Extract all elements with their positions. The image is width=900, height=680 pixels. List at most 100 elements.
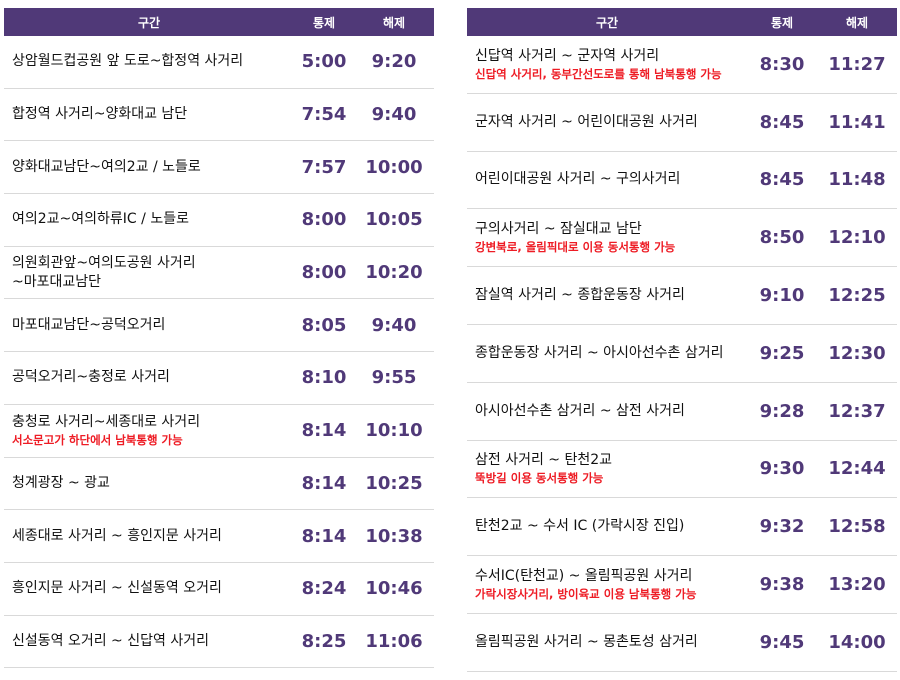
control-time: 8:30 [759, 53, 805, 75]
control-time: 9:38 [759, 574, 805, 596]
release-time: 12:37 [828, 400, 886, 422]
control-time: 9:30 [759, 458, 805, 480]
schedule-table-right: 구간 통제 해제 신답역 사거리 ~ 군자역 사거리 신답역 사거리, 동부간선도… [467, 8, 897, 672]
section-name: 삼전 사거리 ~ 탄천2교 [475, 452, 613, 469]
table-row: 양화대교남단~여의2교 / 노들로 7:57 10:00 [4, 141, 434, 195]
control-time: 8:14 [301, 525, 347, 547]
control-time: 8:24 [301, 578, 347, 600]
section-name: 충청로 사거리~세종대로 사거리 [12, 414, 201, 431]
section-name: 탄천2교 ~ 수서 IC (가락시장 진입) [475, 518, 685, 535]
table-row: 수서IC(탄천교) ~ 올림픽공원 사거리 가락시장사거리, 방이육교 이용 남북… [467, 556, 897, 614]
section-name: 양화대교남단~여의2교 / 노들로 [12, 158, 201, 175]
release-time: 12:58 [828, 516, 886, 538]
section-name: 흥인지문 사거리 ~ 신설동역 오거리 [12, 580, 222, 597]
section-note: 뚝방길 이용 동서통행 가능 [475, 471, 604, 486]
release-time: 9:20 [371, 51, 417, 73]
section-name: 수서IC(탄천교) ~ 올림픽공원 사거리 [475, 568, 693, 585]
section-name: 군자역 사거리 ~ 어린이대공원 사거리 [475, 113, 698, 130]
release-time: 11:27 [828, 53, 886, 75]
section-name: 의원회관앞~여의도공원 사거리 ~마포대교남단 [12, 254, 196, 290]
section-name: 잠실역 사거리 ~ 종합운동장 사거리 [475, 287, 685, 304]
section-cell: 어린이대공원 사거리 ~ 구의사거리 [467, 170, 747, 189]
release-time: 9:55 [371, 367, 417, 389]
section-cell: 합정역 사거리~양화대교 남단 [4, 105, 294, 124]
control-time: 8:00 [301, 262, 347, 284]
section-name: 아시아선수촌 삼거리 ~ 삼전 사거리 [475, 402, 685, 419]
header-control: 통제 [312, 15, 336, 30]
header-control: 통제 [770, 15, 794, 30]
section-name: 합정역 사거리~양화대교 남단 [12, 106, 188, 123]
table-body: 신답역 사거리 ~ 군자역 사거리 신답역 사거리, 동부간선도로를 통해 남북통… [467, 36, 897, 672]
control-time: 5:00 [301, 51, 347, 73]
section-note: 서소문고가 하단에서 남북통행 가능 [12, 433, 183, 448]
release-time: 10:00 [365, 156, 423, 178]
section-cell: 수서IC(탄천교) ~ 올림픽공원 사거리 가락시장사거리, 방이육교 이용 남북… [467, 567, 747, 602]
table-row: 종합운동장 사거리 ~ 아시아선수촌 삼거리 9:25 12:30 [467, 325, 897, 383]
table-row: 아시아선수촌 삼거리 ~ 삼전 사거리 9:28 12:37 [467, 383, 897, 441]
section-cell: 양화대교남단~여의2교 / 노들로 [4, 158, 294, 177]
section-name: 신설동역 오거리 ~ 신답역 사거리 [12, 632, 209, 649]
release-time: 9:40 [371, 104, 417, 126]
release-time: 10:10 [365, 420, 423, 442]
section-name: 올림픽공원 사거리 ~ 몽촌토성 삼거리 [475, 633, 698, 650]
control-time: 8:50 [759, 227, 805, 249]
release-time: 10:38 [365, 525, 423, 547]
control-time: 9:10 [759, 285, 805, 307]
table-row: 합정역 사거리~양화대교 남단 7:54 9:40 [4, 89, 434, 142]
section-cell: 올림픽공원 사거리 ~ 몽촌토성 삼거리 [467, 633, 747, 652]
table-row: 신답역 사거리 ~ 군자역 사거리 신답역 사거리, 동부간선도로를 통해 남북통… [467, 36, 897, 94]
section-name: 어린이대공원 사거리 ~ 구의사거리 [475, 171, 681, 188]
section-cell: 군자역 사거리 ~ 어린이대공원 사거리 [467, 113, 747, 132]
control-time: 8:14 [301, 420, 347, 442]
section-cell: 흥인지문 사거리 ~ 신설동역 오거리 [4, 579, 294, 598]
section-cell: 상암월드컵공원 앞 도로~합정역 사거리 [4, 52, 294, 71]
section-cell: 아시아선수촌 삼거리 ~ 삼전 사거리 [467, 402, 747, 421]
section-name: 세종대로 사거리 ~ 흥인지문 사거리 [12, 527, 222, 544]
section-cell: 잠실역 사거리 ~ 종합운동장 사거리 [467, 286, 747, 305]
section-name: 청계광장 ~ 광교 [12, 474, 110, 491]
section-cell: 마포대교남단~공덕오거리 [4, 316, 294, 335]
table-header: 구간 통제 해제 [467, 8, 897, 36]
release-time: 10:46 [365, 578, 423, 600]
section-note: 신답역 사거리, 동부간선도로를 통해 남북통행 가능 [475, 66, 722, 81]
control-time: 7:57 [301, 156, 347, 178]
release-time: 14:00 [828, 631, 886, 653]
control-time: 7:54 [301, 104, 347, 126]
table-row: 신설동역 오거리 ~ 신답역 사거리 8:25 11:06 [4, 616, 434, 669]
release-time: 12:44 [828, 458, 886, 480]
table-row: 올림픽공원 사거리 ~ 몽촌토성 삼거리 9:45 14:00 [467, 614, 897, 672]
release-time: 10:25 [365, 472, 423, 494]
section-cell: 의원회관앞~여의도공원 사거리 ~마포대교남단 [4, 254, 294, 292]
control-time: 8:45 [759, 111, 805, 133]
section-cell: 신설동역 오거리 ~ 신답역 사거리 [4, 632, 294, 651]
schedule-table-left: 구간 통제 해제 상암월드컵공원 앞 도로~합정역 사거리 5:00 9:20 합정역… [4, 8, 434, 669]
section-cell: 탄천2교 ~ 수서 IC (가락시장 진입) [467, 517, 747, 536]
section-name: 여의2교~여의하류IC / 노들로 [12, 211, 189, 228]
release-time: 13:20 [828, 574, 886, 596]
table-row: 어린이대공원 사거리 ~ 구의사거리 8:45 11:48 [467, 152, 897, 210]
control-time: 9:25 [759, 342, 805, 364]
table-row: 의원회관앞~여의도공원 사거리 ~마포대교남단 8:00 10:20 [4, 247, 434, 300]
control-time: 8:14 [301, 472, 347, 494]
table-row: 상암월드컵공원 앞 도로~합정역 사거리 5:00 9:20 [4, 36, 434, 89]
control-time: 9:45 [759, 631, 805, 653]
release-time: 10:20 [365, 262, 423, 284]
section-note: 강변북로, 올림픽대로 이용 동서통행 가능 [475, 240, 676, 255]
control-time: 8:05 [301, 314, 347, 336]
table-row: 청계광장 ~ 광교 8:14 10:25 [4, 458, 434, 511]
section-name: 구의사거리 ~ 잠실대교 남단 [475, 221, 642, 238]
release-time: 11:48 [828, 169, 886, 191]
table-header: 구간 통제 해제 [4, 8, 434, 36]
section-name: 마포대교남단~공덕오거리 [12, 316, 166, 333]
section-cell: 종합운동장 사거리 ~ 아시아선수촌 삼거리 [467, 344, 747, 363]
table-row: 세종대로 사거리 ~ 흥인지문 사거리 8:14 10:38 [4, 510, 434, 563]
release-time: 11:41 [828, 111, 886, 133]
header-section: 구간 [595, 15, 619, 30]
release-time: 12:10 [828, 227, 886, 249]
header-release: 해제 [845, 15, 869, 30]
table-row: 마포대교남단~공덕오거리 8:05 9:40 [4, 299, 434, 353]
section-cell: 세종대로 사거리 ~ 흥인지문 사거리 [4, 527, 294, 546]
